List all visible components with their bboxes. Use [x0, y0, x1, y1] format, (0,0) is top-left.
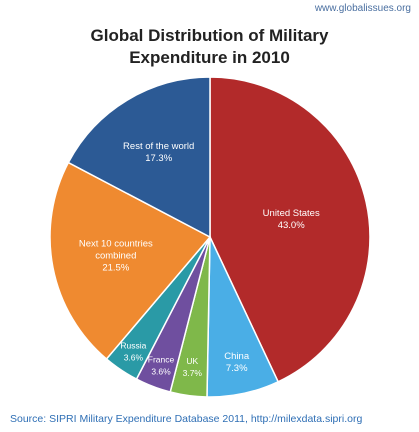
pie-slice-rest-of-the-world [67, 76, 211, 239]
slice-label-china: China 7.3% [224, 351, 250, 374]
pie-slice-united-states [209, 76, 371, 383]
pie-slice-next-10-countries-combined [49, 161, 212, 361]
slice-label-france: France 3.6% [148, 355, 175, 377]
slice-label-rest-of-the-world: Rest of the world 17.3% [123, 141, 194, 164]
chart-title-line-1: Global Distribution of Military [90, 26, 329, 45]
source-note: Source: SIPRI Military Expenditure Datab… [10, 413, 363, 425]
slice-label-next-10-countries-combined: Next 10 countries combined 21.5% [79, 238, 153, 273]
slice-label-united-states: United States 43.0% [263, 208, 320, 231]
chart-title-line-2: Expenditure in 2010 [129, 48, 290, 67]
chart-title: Global Distribution of Military Expendit… [0, 25, 419, 69]
slice-label-uk: UK 3.7% [183, 356, 203, 378]
slice-label-russia: Russia 3.6% [120, 340, 146, 362]
site-url[interactable]: www.globalissues.org [314, 3, 411, 14]
